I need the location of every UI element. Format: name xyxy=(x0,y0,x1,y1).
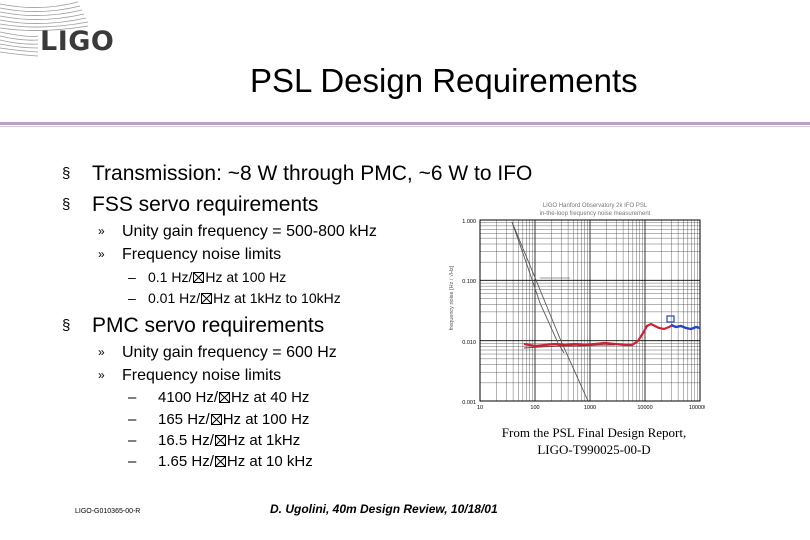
plot-ylabel: frequency noise [Hz / √Hz] xyxy=(448,265,455,330)
sqrt-box-icon xyxy=(201,293,213,304)
noise-plot: LIGO Hanford Observatory 2k IFO PSL in-t… xyxy=(448,203,705,411)
pmc-unity-gain: » Unity gain frequency = 600 Hz xyxy=(98,344,337,361)
x-tick-labels: 10 100 1000 10000 100000 xyxy=(477,405,705,411)
sqrt-box-icon xyxy=(210,414,222,425)
sqrt-box-icon xyxy=(193,272,205,283)
pmc-limit-2: –165 Hz/Hz at 100 Hz xyxy=(128,411,310,428)
bullet-icon: § xyxy=(62,317,71,334)
plot-title-1: LIGO Hanford Observatory 2k IFO PSL xyxy=(543,203,648,209)
y-tick-label: 0.010 xyxy=(462,340,476,346)
x-tick-label: 100 xyxy=(530,405,539,411)
fss-unity-gain: » Unity gain frequency = 500-800 kHz xyxy=(98,223,377,240)
pmc-limit-3: –16.5 Hz/Hz at 1kHz xyxy=(128,432,301,449)
x-tick-label: 10 xyxy=(477,405,483,411)
ligo-logo: LIGO xyxy=(40,26,115,57)
logo-lines xyxy=(0,1,89,57)
fss-limit-line-2 xyxy=(511,221,589,402)
plot-grid xyxy=(479,220,700,402)
presenter-footer: D. Ugolini, 40m Design Review, 10/18/01 xyxy=(270,502,498,516)
sub-bullet-icon: » xyxy=(98,345,105,359)
fss-limit-2: –0.01 Hz/Hz at 1kHz to 10kHz xyxy=(128,290,341,306)
sub-bullet-icon: » xyxy=(98,368,105,382)
figure-caption: From the PSL Final Design Report, LIGO-T… xyxy=(501,425,687,457)
sqrt-box-icon xyxy=(219,392,231,403)
sqrt-box-icon xyxy=(214,435,226,446)
pmc-limit-1: –4100 Hz/Hz at 40 Hz xyxy=(128,389,310,406)
pmc-noise-limits: » Frequency noise limits xyxy=(98,367,282,384)
x-tick-label: 1000 xyxy=(584,405,596,411)
plot-frame xyxy=(479,219,701,402)
measured-noise-blue-marker xyxy=(666,315,675,323)
measured-noise-red xyxy=(523,322,674,348)
title-rule xyxy=(0,122,810,125)
document-id: LIGO-G010365-00-R xyxy=(75,508,141,515)
measured-noise-blue xyxy=(670,323,701,331)
bullet-fss: § FSS servo requirements xyxy=(62,193,319,216)
bullet-icon: § xyxy=(62,196,71,213)
plot-title-2: in-the-loop frequency noise measurement xyxy=(540,211,651,217)
x-tick-label: 100000 xyxy=(689,405,705,411)
sub-bullet-icon: » xyxy=(98,224,105,238)
title-rule-thin xyxy=(0,126,810,127)
measured-noise-red-lower xyxy=(523,344,615,349)
slide-title: PSL Design Requirements xyxy=(250,62,638,99)
y-tick-label: 0.100 xyxy=(462,279,476,285)
y-tick-label: 1.000 xyxy=(462,219,476,225)
y-tick-labels: 1.000 0.100 0.010 0.001 xyxy=(462,219,476,406)
sub-bullet-icon: » xyxy=(98,247,105,261)
bullet-pmc: § PMC servo requirements xyxy=(62,314,325,337)
y-tick-label: 0.001 xyxy=(462,400,476,406)
sqrt-box-icon xyxy=(214,456,226,467)
fss-limit-1: –0.1 Hz/Hz at 100 Hz xyxy=(128,269,287,285)
bullet-transmission: § Transmission: ~8 W through PMC, ~6 W to… xyxy=(62,162,533,185)
fss-noise-limits: » Frequency noise limits xyxy=(98,246,282,263)
bullet-icon: § xyxy=(62,165,71,182)
pmc-limit-4: –1.65 Hz/Hz at 10 kHz xyxy=(128,453,313,470)
x-tick-label: 10000 xyxy=(637,405,652,411)
